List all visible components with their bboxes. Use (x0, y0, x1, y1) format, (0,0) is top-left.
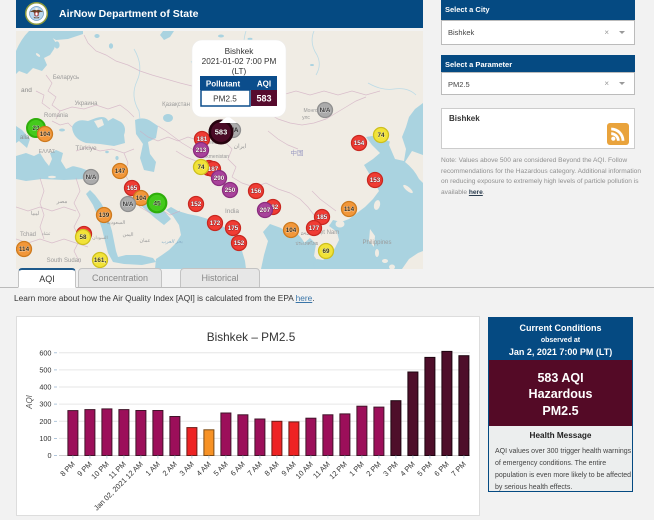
svg-text:تشاد: تشاد (42, 231, 51, 236)
svg-text:Romania: Romania (44, 113, 69, 119)
svg-text:165: 165 (127, 185, 138, 192)
svg-text:and: and (21, 87, 32, 94)
svg-text:154: 154 (354, 140, 365, 147)
svg-text:152: 152 (191, 201, 202, 208)
svg-text:Bishkek – PM2.5: Bishkek – PM2.5 (207, 330, 296, 344)
svg-text:147: 147 (115, 168, 126, 175)
svg-text:4 PM: 4 PM (398, 460, 417, 479)
svg-text:104: 104 (40, 131, 51, 138)
svg-text:185: 185 (317, 214, 328, 221)
svg-text:175: 175 (228, 225, 239, 232)
svg-text:السعودية: السعودية (107, 220, 126, 226)
svg-text:6 PM: 6 PM (432, 460, 451, 479)
svg-text:7 AM: 7 AM (246, 460, 264, 478)
svg-text:(LT): (LT) (232, 67, 247, 76)
svg-text:207: 207 (260, 207, 271, 214)
svg-text:74: 74 (197, 164, 205, 171)
svg-text:187: 187 (208, 166, 219, 173)
svg-text:177: 177 (309, 225, 320, 232)
svg-text:69: 69 (322, 248, 330, 255)
svg-text:N/A: N/A (86, 174, 97, 181)
svg-text:3 PM: 3 PM (381, 460, 400, 479)
svg-text:12 PM: 12 PM (327, 460, 348, 481)
svg-text:AQI: AQI (257, 80, 271, 89)
svg-text:India: India (225, 208, 239, 215)
svg-text:300: 300 (39, 400, 51, 409)
svg-text:N/A: N/A (320, 107, 331, 114)
svg-text:AQI: AQI (25, 394, 34, 410)
svg-text:114: 114 (344, 206, 355, 213)
svg-text:7 PM: 7 PM (449, 460, 468, 479)
svg-text:400: 400 (39, 383, 51, 392)
svg-text:0: 0 (47, 451, 51, 460)
svg-text:ليبيا: ليبيا (31, 210, 40, 217)
svg-text:100: 100 (39, 434, 51, 443)
svg-text:213: 213 (196, 147, 207, 154)
svg-text:8 AM: 8 AM (263, 460, 281, 478)
svg-text:Türkiye: Türkiye (75, 145, 97, 152)
svg-text:583: 583 (256, 94, 271, 104)
svg-text:ایران: ایران (234, 143, 247, 150)
svg-text:مصر: مصر (56, 199, 68, 205)
svg-text:2 PM: 2 PM (364, 460, 383, 479)
svg-text:181: 181 (197, 136, 208, 143)
svg-text:139: 139 (99, 212, 110, 219)
svg-text:N/A: N/A (123, 201, 134, 208)
svg-text:Pollutant: Pollutant (206, 80, 241, 89)
svg-text:104: 104 (286, 227, 297, 234)
svg-text:500: 500 (39, 365, 51, 374)
svg-text:600: 600 (39, 348, 51, 357)
svg-text:O'zbekiston: O'zbekiston (198, 140, 227, 146)
svg-text:104: 104 (136, 195, 147, 202)
svg-text:السودان: السودان (92, 235, 108, 241)
svg-text:161,: 161, (94, 257, 107, 264)
svg-text:ΕΛΛΆΣ: ΕΛΛΆΣ (39, 149, 55, 155)
svg-text:156: 156 (251, 188, 262, 195)
svg-text:74: 74 (377, 132, 385, 139)
svg-text:عمان: عمان (139, 238, 150, 244)
svg-text:200: 200 (39, 417, 51, 426)
svg-text:中国: 中国 (291, 148, 304, 157)
svg-text:290: 290 (214, 175, 225, 182)
svg-text:5 PM: 5 PM (415, 460, 434, 479)
svg-text:Tchad: Tchad (20, 232, 36, 238)
svg-text:182: 182 (268, 204, 279, 211)
svg-text:Украина: Украина (75, 101, 99, 107)
svg-text:58: 58 (79, 234, 87, 241)
svg-text:Монгол: Монгол (303, 108, 320, 114)
svg-text:1 PM: 1 PM (347, 460, 366, 479)
svg-text:اليمن: اليمن (122, 232, 133, 238)
svg-text:10 AM: 10 AM (294, 460, 315, 481)
svg-text:ລາວ: ລາວ (301, 231, 309, 236)
svg-text:152: 152 (234, 240, 245, 247)
svg-text:6 AM: 6 AM (229, 460, 247, 478)
svg-text:5 AM: 5 AM (212, 460, 230, 478)
svg-text:45: 45 (153, 201, 161, 208)
svg-text:23: 23 (32, 125, 40, 132)
svg-text:Беларусь: Беларусь (53, 75, 79, 81)
svg-text:Bishkek: Bishkek (225, 47, 255, 56)
svg-text:8 PM: 8 PM (58, 460, 77, 479)
svg-text:Turkmenistan: Turkmenistan (199, 154, 229, 160)
svg-text:2 AM: 2 AM (161, 460, 179, 478)
svg-text:بحر العرب: بحر العرب (161, 239, 183, 245)
svg-text:Việt Nam: Việt Nam (315, 230, 340, 236)
svg-text:3 AM: 3 AM (178, 460, 196, 478)
svg-text:South Sudan: South Sudan (47, 258, 82, 264)
svg-text:153: 153 (370, 177, 381, 184)
svg-text:1 AM: 1 AM (144, 460, 162, 478)
svg-text:583: 583 (215, 128, 228, 137)
svg-text:4 AM: 4 AM (195, 460, 213, 478)
svg-text:Philippines: Philippines (362, 240, 391, 246)
svg-text:ประเทศไทย: ประเทศไทย (296, 241, 319, 246)
svg-text:alia: alia (20, 135, 30, 141)
svg-text:2021-01-02 7:00 PM: 2021-01-02 7:00 PM (202, 57, 277, 66)
svg-text:Қазақстан: Қазақстан (162, 102, 190, 108)
svg-text:250: 250 (225, 187, 236, 194)
svg-text:172: 172 (210, 220, 221, 227)
svg-text:10 PM: 10 PM (89, 460, 110, 481)
svg-text:улс: улс (302, 115, 310, 121)
svg-text:114: 114 (19, 246, 30, 253)
svg-text:PM2.5: PM2.5 (213, 95, 237, 104)
